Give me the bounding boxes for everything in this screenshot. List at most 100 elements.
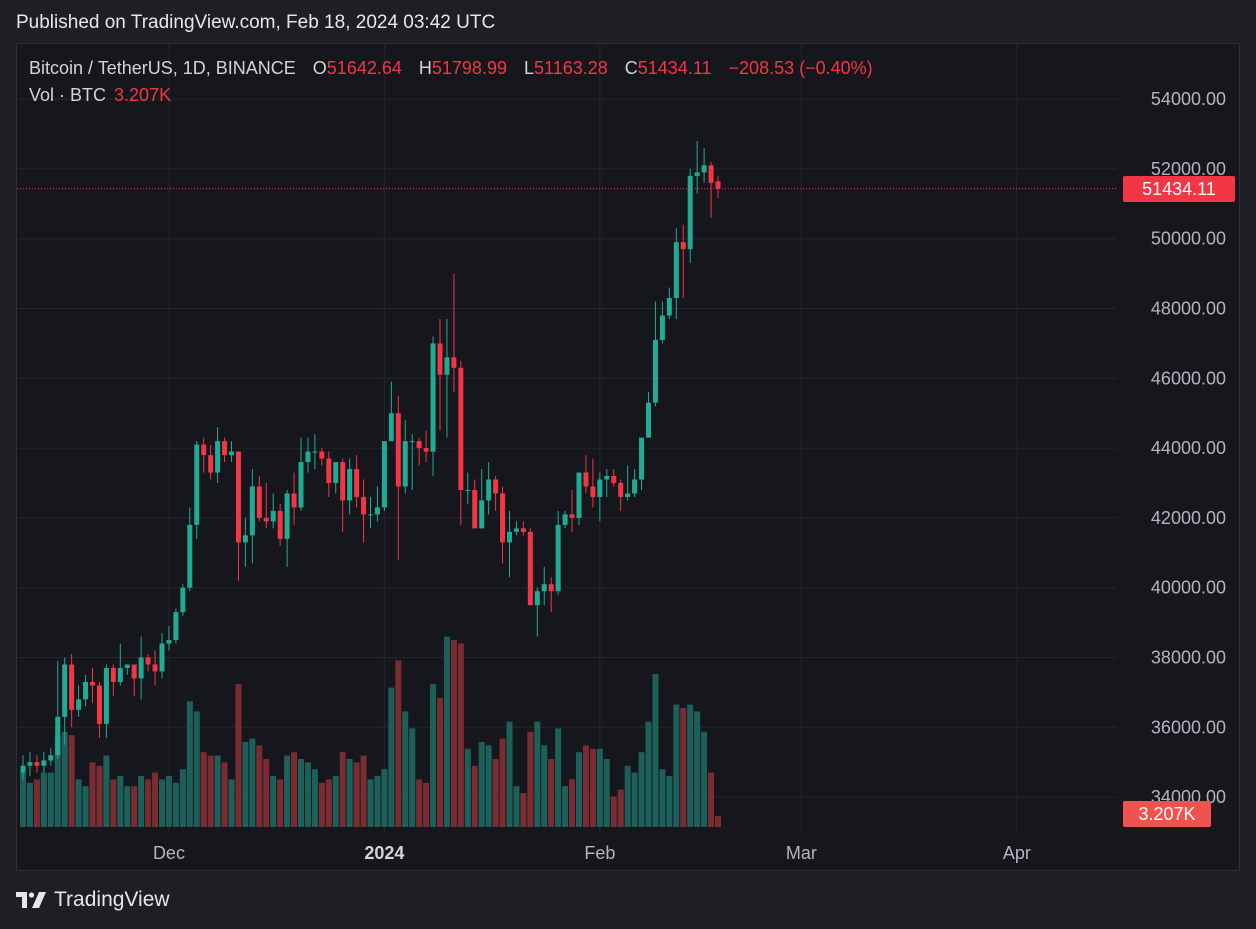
volume-bar	[200, 752, 207, 827]
symbol-title[interactable]: Bitcoin / TetherUS, 1D, BINANCE	[29, 58, 296, 78]
candle-body	[597, 479, 603, 497]
tradingview-brand[interactable]: TradingView	[16, 888, 170, 912]
volume-bar	[596, 748, 603, 827]
volume-bar	[513, 786, 520, 827]
volume-bar	[318, 782, 325, 827]
candle-body	[465, 489, 471, 491]
volume-bar	[582, 745, 589, 827]
candle-body	[479, 500, 485, 529]
y-tick-label: 40000.00	[1151, 578, 1226, 598]
candlestick-chart[interactable]: 34000.0036000.0038000.0040000.0042000.00…	[17, 44, 1239, 870]
volume-bar	[708, 772, 715, 827]
volume-bar	[339, 752, 346, 827]
volume-bar	[284, 755, 291, 827]
candle-body	[507, 531, 512, 543]
candle-body	[277, 510, 283, 539]
candle-body	[76, 699, 82, 710]
last-volume-tag: 3.207K	[1123, 801, 1211, 827]
volume-bar	[110, 779, 117, 827]
volume-bar	[152, 772, 159, 827]
volume-bar	[464, 748, 471, 827]
volume-bar	[374, 776, 381, 827]
volume-bar	[367, 779, 374, 827]
candle-body	[639, 437, 645, 480]
candle-body	[180, 587, 186, 613]
candle-body	[96, 685, 102, 724]
candle-body	[583, 472, 589, 487]
candle-body	[701, 165, 707, 173]
volume-bar	[715, 816, 721, 827]
volume-bar	[569, 779, 576, 827]
candle-body	[291, 493, 297, 508]
candle-body	[625, 493, 631, 497]
y-tick-label: 36000.00	[1151, 717, 1226, 737]
candle-body	[187, 524, 193, 588]
candle-body	[708, 165, 714, 183]
volume-bar	[263, 759, 270, 827]
volume-bar	[437, 697, 443, 827]
volume-bar	[680, 708, 687, 827]
ohlc-legend: Bitcoin / TetherUS, 1D, BINANCE O51642.6…	[29, 58, 873, 79]
candle-body	[305, 451, 311, 463]
volume-bar	[624, 765, 631, 827]
volume-bar	[228, 779, 235, 827]
y-tick-label: 46000.00	[1151, 368, 1226, 388]
volume-bar	[26, 782, 33, 827]
volume-bar	[353, 762, 360, 827]
volume-bar	[165, 776, 172, 827]
volume-bar	[270, 776, 277, 827]
candle-body	[611, 476, 617, 483]
candle-body	[562, 514, 568, 525]
y-tick-label: 42000.00	[1151, 508, 1226, 528]
volume-bar	[242, 742, 249, 827]
candle-body	[41, 760, 47, 766]
x-tick-label: Mar	[786, 843, 817, 863]
candle-body	[541, 584, 547, 592]
candle-body	[284, 493, 290, 539]
candle-body	[409, 441, 415, 443]
volume-bar	[47, 772, 54, 827]
volume-bar	[576, 752, 582, 827]
volume-bar	[75, 779, 82, 827]
candle-body	[249, 486, 255, 536]
candle-body	[145, 657, 151, 665]
candle-body	[326, 458, 332, 483]
volume-bar	[492, 759, 499, 827]
candle-body	[354, 469, 360, 497]
candle-body	[270, 510, 276, 522]
candle-body	[131, 664, 137, 679]
y-tick-label: 50000.00	[1151, 229, 1226, 249]
candle-body	[124, 664, 130, 668]
volume-bar	[603, 759, 610, 827]
candle-body	[152, 664, 158, 672]
volume-bar	[534, 721, 541, 827]
volume-bar	[402, 711, 409, 827]
volume-bar	[423, 782, 430, 827]
x-tick-label: 2024	[364, 843, 404, 863]
candle-body	[458, 367, 464, 490]
candle-body	[381, 441, 387, 508]
volume-bar	[638, 752, 645, 827]
volume-bar	[499, 738, 506, 827]
volume-bar	[214, 755, 221, 827]
volume-bar	[291, 752, 298, 827]
candle-body	[333, 462, 339, 483]
candle-body	[256, 486, 262, 518]
volume-label[interactable]: Vol · BTC	[29, 85, 107, 105]
volume-bar	[450, 640, 457, 827]
candle-body	[493, 479, 499, 494]
candle-body	[138, 657, 144, 679]
candle-body	[69, 664, 75, 710]
candle-body	[444, 357, 450, 375]
candle-body	[83, 681, 89, 700]
chart-panel[interactable]: 34000.00 36000.00 38000.00 40000.00 42000.00…	[16, 43, 1240, 871]
volume-bar	[478, 742, 485, 827]
y-tick-label: 44000.00	[1151, 438, 1226, 458]
high-label: H	[418, 58, 432, 78]
volume-bar	[555, 728, 562, 827]
candle-body	[222, 441, 228, 456]
volume-bar	[33, 779, 40, 827]
candle-body	[62, 664, 68, 717]
volume-bar	[506, 721, 513, 827]
volume-bar	[430, 684, 437, 827]
